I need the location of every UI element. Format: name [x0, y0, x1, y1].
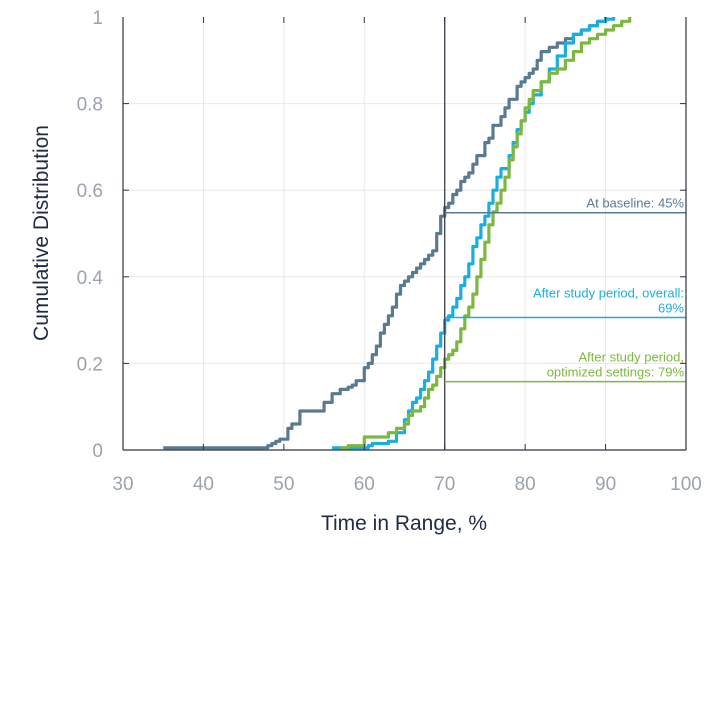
x-tick-label: 100 [670, 474, 702, 495]
y-tick-labels: 0 0.2 0.4 0.6 0.8 1 [77, 8, 104, 462]
x-axis-title: Time in Range, % [321, 512, 487, 535]
axes [122, 17, 687, 451]
annotation-layer: At baseline: 45% After study period, over… [444, 17, 686, 450]
annotation-label-3: After study period, [579, 350, 685, 365]
y-tick-label: 1 [92, 8, 103, 29]
series-line-2 [332, 17, 616, 450]
annotation-label-2: 69% [658, 301, 684, 316]
series-line-3 [340, 17, 632, 450]
y-tick-label: 0.4 [77, 268, 104, 289]
annotation-label-3: optimized settings: 79% [547, 365, 685, 380]
x-tick-label: 80 [515, 474, 536, 495]
grid-lines [123, 17, 686, 450]
annotation-label-2: After study period, overall: [533, 286, 684, 301]
y-tick-label: 0.2 [77, 354, 103, 375]
x-tick-label: 50 [273, 474, 294, 495]
x-tick-label: 30 [112, 474, 133, 495]
annotation-label-1: At baseline: 45% [586, 196, 684, 211]
x-tick-label: 60 [354, 474, 375, 495]
x-tick-label: 70 [434, 474, 455, 495]
series-layer [163, 17, 632, 450]
y-tick-label: 0 [92, 441, 103, 462]
x-tick-label: 90 [595, 474, 616, 495]
y-axis-title: Cumulative Distribution [30, 125, 53, 341]
x-tick-labels: 30 40 50 60 70 80 90 100 [112, 474, 701, 495]
y-tick-label: 0.8 [77, 95, 103, 116]
y-tick-label: 0.6 [77, 181, 103, 202]
series-line-1 [163, 17, 608, 450]
x-tick-label: 40 [193, 474, 214, 495]
